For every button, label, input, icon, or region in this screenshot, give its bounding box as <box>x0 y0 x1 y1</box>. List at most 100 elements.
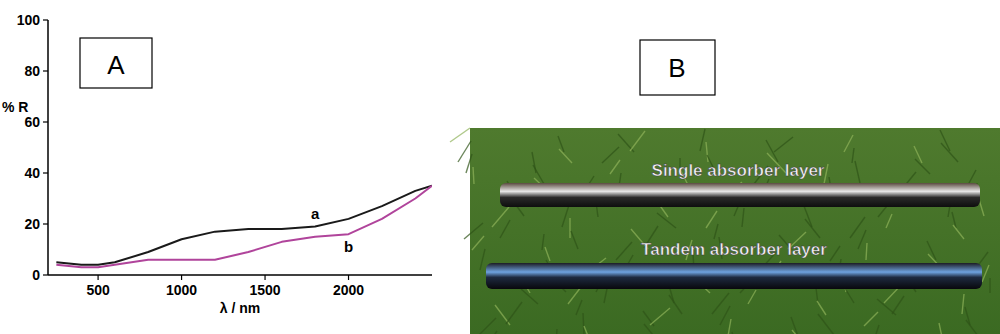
y-axis-label: % R <box>2 99 28 115</box>
grass-blade <box>872 325 879 334</box>
grass-blade <box>584 326 592 334</box>
grass-blade <box>542 234 544 250</box>
y-tick-label: 60 <box>24 114 40 130</box>
grass-blade <box>850 217 865 238</box>
grass-blade <box>571 231 578 249</box>
grass-blade <box>545 247 550 261</box>
grass-blade <box>521 289 538 304</box>
grass-blade <box>576 300 582 315</box>
grass-blade <box>478 318 496 334</box>
x-tick-label: 1000 <box>166 282 197 298</box>
grass-blade <box>774 137 793 152</box>
x-tick-label: 500 <box>86 282 110 298</box>
grass-blade <box>792 330 806 334</box>
tube-tandem <box>486 263 982 289</box>
grass-blade <box>650 308 670 325</box>
grass-blade <box>968 170 976 185</box>
y-tick-label: 40 <box>24 165 40 181</box>
grass-blade <box>844 135 853 152</box>
grass-blade <box>492 207 509 227</box>
grass-blade <box>939 323 942 334</box>
grass-blade <box>464 223 483 239</box>
grass-blade <box>602 147 619 163</box>
panel-label-box <box>640 40 715 95</box>
y-tick-label: 0 <box>32 267 40 283</box>
grass-blade <box>712 293 729 314</box>
tube-single <box>500 183 980 207</box>
grass-blade <box>852 148 854 163</box>
grass-blade <box>720 306 730 325</box>
y-tick <box>43 19 48 20</box>
grass-blade <box>533 165 544 184</box>
grass-blade <box>966 320 978 334</box>
grass-blade <box>472 236 484 250</box>
y-tick-label: 100 <box>17 12 41 28</box>
grass-blade <box>892 296 904 314</box>
grass-blade <box>855 161 860 183</box>
grass-blade <box>864 312 878 326</box>
y-tick <box>43 172 48 173</box>
grass-blade <box>700 129 705 151</box>
panel-label: B <box>668 53 685 83</box>
grass-blade <box>458 141 471 162</box>
y-tick-label: 20 <box>24 216 40 232</box>
photo-label: Tandem absorber layer <box>641 240 827 259</box>
grass-blade <box>989 278 990 293</box>
grass-blade <box>728 319 731 334</box>
y-tick-label: 80 <box>24 63 40 79</box>
grass-blade <box>466 154 472 173</box>
grass-blade <box>953 225 964 239</box>
grass-blade <box>610 160 620 174</box>
panel-label-box <box>80 38 152 88</box>
grass-blade <box>714 224 718 239</box>
y-axis <box>47 20 49 275</box>
figure: 0 20 40 60 80 100 500 1000 1500 2000 % R λ / nm Aa b B… <box>0 0 1000 334</box>
y-tick <box>43 274 48 275</box>
grass-blade <box>941 143 958 162</box>
x-tick <box>97 275 98 280</box>
grass-blade <box>818 314 834 334</box>
grass-blade <box>568 287 581 304</box>
x-axis <box>48 274 432 276</box>
grass-blade <box>500 220 510 238</box>
grass-blade <box>644 324 662 334</box>
x-tick-label: 2000 <box>333 282 364 298</box>
grass-blade <box>450 128 470 142</box>
grass-blade <box>562 205 569 227</box>
x-tick-label: 1500 <box>249 282 280 298</box>
grass-blade <box>962 294 964 314</box>
x-tick <box>264 275 265 280</box>
grass-blade <box>706 142 708 162</box>
grass-blade <box>630 131 645 151</box>
grass-blade <box>886 214 892 228</box>
grass-texture <box>450 128 990 334</box>
grass-blade <box>583 313 584 334</box>
series-label: b <box>344 238 353 255</box>
grass-blade <box>866 243 867 260</box>
photo-label: Single absorber layer <box>652 161 825 180</box>
grass-blade <box>817 301 826 315</box>
grass-blade <box>616 242 632 260</box>
grass-blade <box>480 249 485 270</box>
y-tick <box>43 121 48 122</box>
grass-blade <box>982 265 989 282</box>
plot-lines <box>56 186 432 268</box>
x-axis-label: λ / nm <box>220 300 260 316</box>
grass-blade <box>486 331 497 334</box>
x-tick <box>348 275 349 280</box>
grass-blade <box>742 208 744 227</box>
series-line <box>56 186 432 268</box>
panel-label: A <box>107 50 125 80</box>
grass-blade <box>657 213 676 228</box>
grass-blade <box>914 146 922 163</box>
grass-blade <box>915 159 930 174</box>
series-label: a <box>311 205 320 222</box>
grass-blade <box>556 329 557 334</box>
grass-blade <box>824 164 828 184</box>
grass-blade <box>858 230 866 249</box>
x-tick <box>181 275 182 280</box>
grass-blade <box>669 295 682 314</box>
grass-blade <box>506 302 522 324</box>
grass-blade <box>706 211 717 228</box>
grass-blade <box>805 219 820 238</box>
